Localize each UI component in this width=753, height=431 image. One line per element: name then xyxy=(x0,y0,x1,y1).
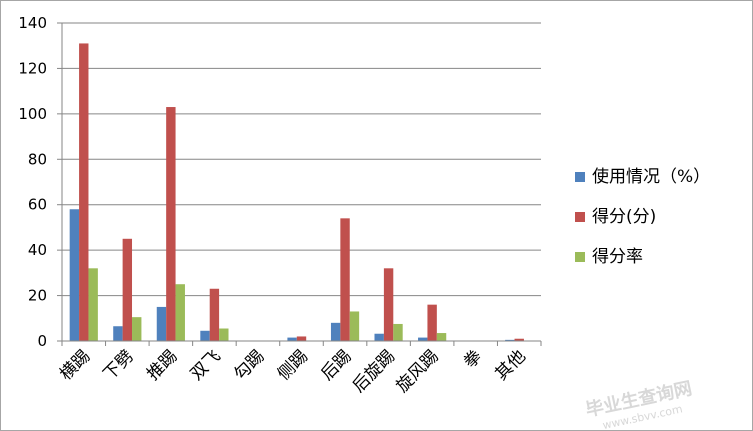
bar xyxy=(132,317,142,341)
x-tick-label: 其他 xyxy=(492,346,530,384)
gridlines xyxy=(62,22,541,297)
bar xyxy=(296,336,307,341)
bar xyxy=(200,330,210,341)
bar xyxy=(505,339,515,341)
bar xyxy=(287,337,297,341)
y-tick-label: 140 xyxy=(18,14,47,32)
x-tick-label: 侧踢 xyxy=(274,346,312,384)
axes xyxy=(57,22,542,346)
bar xyxy=(436,333,447,341)
bars xyxy=(69,43,524,341)
bar xyxy=(88,268,98,341)
x-tick-label: 勾踢 xyxy=(230,346,268,384)
y-tick-label: 20 xyxy=(28,287,47,305)
x-tick-label: 拳 xyxy=(460,346,486,372)
watermark: 毕业生查询网 www.sbvv.com xyxy=(584,377,694,431)
legend-label: 得分率 xyxy=(592,247,643,267)
x-tick-label: 后踢 xyxy=(317,346,355,384)
bar xyxy=(156,306,167,341)
y-tick-label: 120 xyxy=(18,59,47,77)
y-tick-label: 60 xyxy=(28,196,47,214)
bar xyxy=(113,326,123,341)
bar xyxy=(166,107,176,341)
bar xyxy=(69,209,80,341)
bar xyxy=(175,284,185,341)
bar xyxy=(122,238,133,341)
legend-label: 使用情况（%） xyxy=(592,166,710,187)
bar xyxy=(374,333,384,341)
bar xyxy=(330,322,341,341)
y-tick-labels: 0 20 40 60 80 100 120 140 xyxy=(18,14,47,350)
x-tick-label: 下劈 xyxy=(100,346,138,384)
y-tick-label: 80 xyxy=(28,150,47,168)
y-tick-label: 100 xyxy=(18,105,47,123)
bar xyxy=(349,311,360,341)
x-tick-label: 旋风踢 xyxy=(392,346,442,396)
x-tick-label: 后旋踢 xyxy=(349,346,399,396)
legend-swatch xyxy=(575,172,585,182)
legend-swatch xyxy=(575,212,585,222)
legend: 使用情况（%） 得分(分) 得分率 xyxy=(575,166,710,267)
x-tick-label: 双飞 xyxy=(187,346,225,384)
bar xyxy=(219,328,229,341)
bar xyxy=(209,288,220,341)
y-tick-label: 40 xyxy=(28,241,47,259)
legend-label: 得分(分) xyxy=(592,207,656,227)
bar xyxy=(393,323,403,341)
x-tick-label: 横踢 xyxy=(56,346,94,384)
bar xyxy=(418,337,428,341)
x-tick-label: 推踢 xyxy=(143,346,181,384)
legend-swatch xyxy=(575,252,585,262)
y-tick-label: 0 xyxy=(37,332,47,350)
bar xyxy=(514,338,524,341)
x-tick-labels: 横踢 下劈 推踢 双飞 勾踢 侧踢 后踢后旋踢旋风踢拳其他 xyxy=(56,346,530,396)
bar xyxy=(340,218,350,341)
bar xyxy=(79,43,89,341)
bar xyxy=(383,268,394,341)
bar xyxy=(427,304,437,341)
